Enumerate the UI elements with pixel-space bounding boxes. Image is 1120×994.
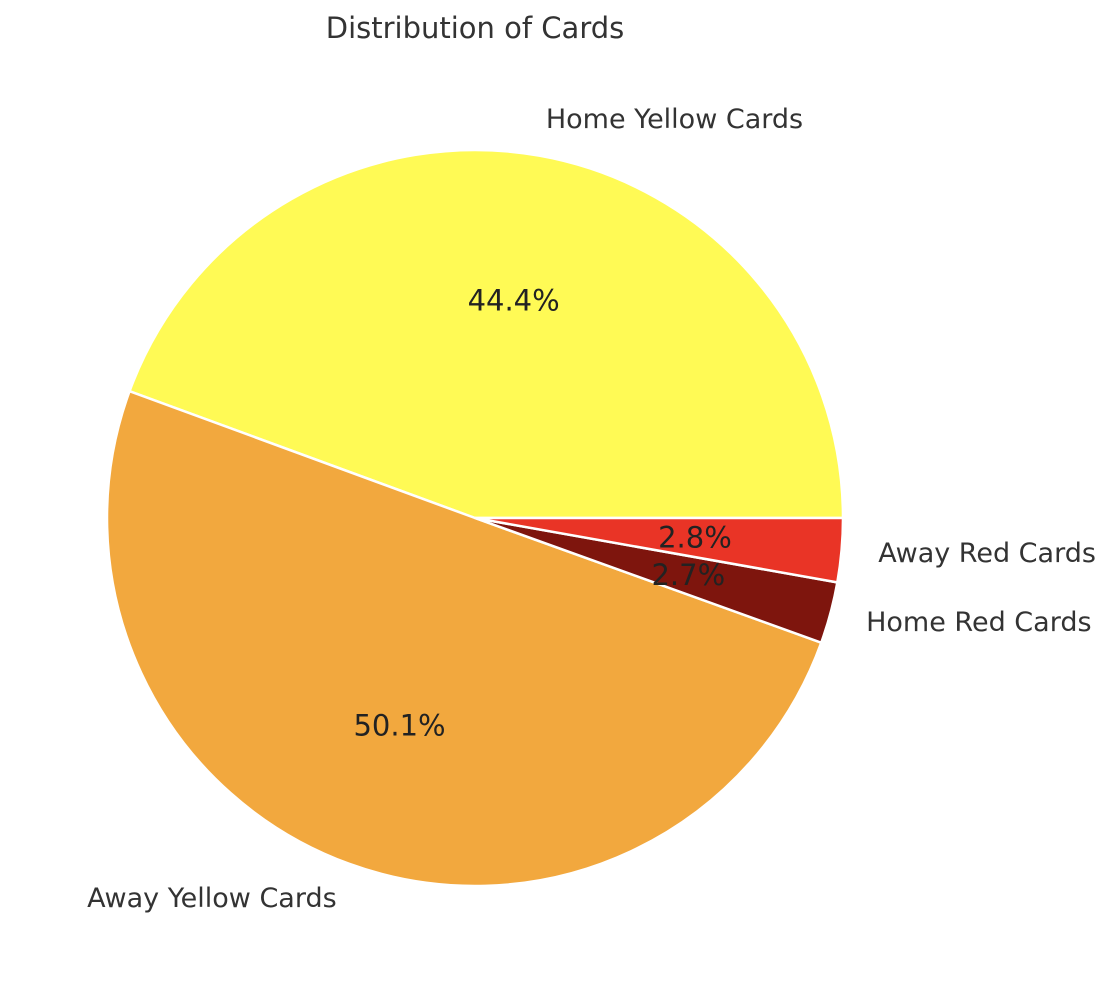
slice-label-home-yellow-cards: Home Yellow Cards	[546, 104, 803, 135]
slice-label-home-red-cards: Home Red Cards	[866, 607, 1091, 638]
percent-label-home-red-cards: 2.7%	[651, 558, 725, 592]
pie-slice-away-red-cards	[474, 516, 845, 584]
pie-slices	[105, 148, 845, 888]
chart-title: Distribution of Cards	[326, 11, 625, 45]
percent-label-away-red-cards: 2.8%	[658, 520, 732, 554]
percent-label-away-yellow-cards: 50.1%	[353, 709, 445, 743]
percent-labels: 44.4% 50.1% 2.7% 2.8%	[353, 284, 731, 743]
slice-labels: Home Yellow Cards Away Yellow Cards Home R…	[87, 104, 1096, 914]
percent-label-home-yellow-cards: 44.4%	[468, 284, 560, 318]
slice-label-away-red-cards: Away Red Cards	[878, 538, 1096, 569]
pie-slice-home-yellow-cards	[127, 148, 845, 520]
pie-slice-away-yellow-cards	[105, 389, 823, 888]
slice-label-away-yellow-cards: Away Yellow Cards	[87, 883, 337, 914]
